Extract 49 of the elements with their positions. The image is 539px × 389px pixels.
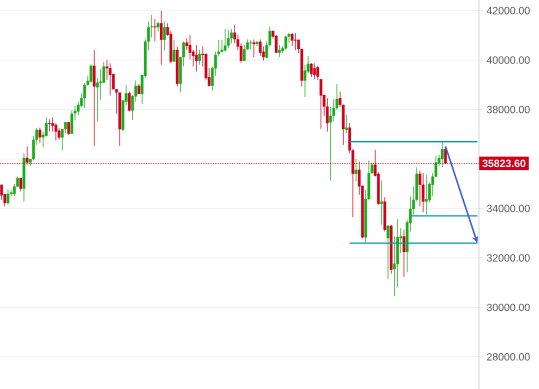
candlestick (90, 64, 92, 83)
candlestick (6, 188, 10, 206)
candlestick (230, 28, 233, 44)
candlestick (354, 158, 358, 182)
y-tick-label: 30000.00 (486, 304, 530, 312)
candlestick (108, 62, 112, 96)
candlestick (278, 44, 281, 58)
candlestick (310, 62, 313, 78)
candlestick (38, 127, 42, 144)
candlestick (128, 91, 131, 112)
y-tick-label: 28000.00 (487, 353, 530, 361)
candlestick (252, 38, 256, 58)
candlestick (92, 50, 96, 146)
candlestick (163, 21, 166, 51)
candlestick (195, 44, 198, 72)
candlestick (326, 98, 329, 132)
ref-line-label: 35823.60 (482, 160, 526, 168)
candlestick (386, 224, 390, 280)
candlestick (67, 122, 70, 136)
y-tick-label: 40000.00 (486, 56, 530, 64)
candlestick (274, 34, 278, 54)
candlestick (440, 142, 444, 168)
candlestick (345, 114, 348, 134)
candlestick (402, 229, 406, 278)
candlestick (19, 178, 22, 192)
candlestick (380, 180, 383, 226)
y-tick-label: 34000.00 (486, 204, 530, 212)
candlestick (424, 174, 428, 215)
candlestick (156, 21, 160, 32)
y-tick-label: 42000.00 (486, 6, 530, 14)
candlestick (313, 62, 316, 80)
y-tick-label: 38000.00 (486, 106, 530, 114)
candlestick (0, 184, 3, 200)
candlestick (290, 32, 294, 46)
candlestick (138, 83, 140, 94)
candlestick (224, 28, 227, 52)
candlestick (422, 172, 424, 213)
candlestick (198, 50, 201, 66)
candlestick (70, 110, 74, 134)
candlestick (172, 39, 176, 62)
y-tick-label: 32000.00 (486, 254, 530, 262)
candlestick (294, 32, 297, 50)
candlestick (249, 39, 252, 50)
candlestick (160, 10, 163, 66)
candlestick (258, 38, 262, 56)
candlestick (284, 36, 288, 50)
candlestick (154, 18, 156, 42)
candlestick (48, 118, 51, 132)
candlestick (226, 30, 230, 49)
